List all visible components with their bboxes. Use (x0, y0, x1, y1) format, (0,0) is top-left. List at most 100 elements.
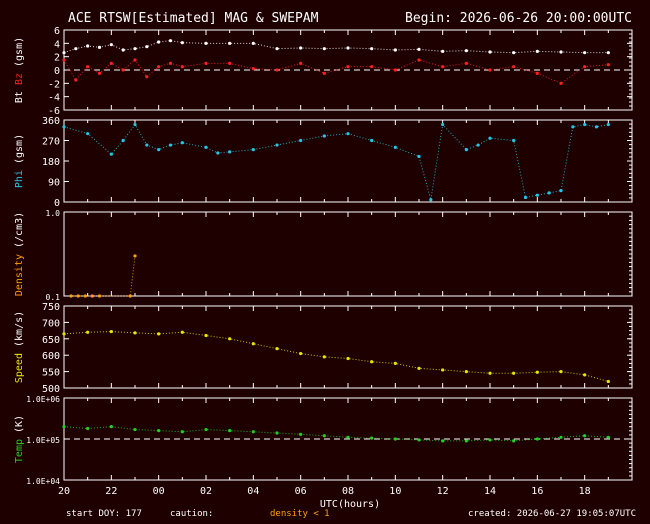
series-trace (63, 40, 609, 54)
data-point (488, 68, 492, 72)
y-axis-label: Phi (gsm) (14, 134, 25, 188)
begin-time: Begin: 2026-06-26 20:00:00UTC (405, 11, 632, 26)
y-axis-label: Density (/cm3) (14, 212, 25, 296)
data-point (299, 351, 303, 356)
data-point (133, 427, 137, 432)
data-point (464, 439, 468, 443)
data-point (180, 41, 184, 45)
panel-frame (63, 211, 633, 297)
y-axis-label-part: (gsm) (14, 37, 25, 73)
data-point (476, 143, 480, 147)
data-point (251, 148, 255, 152)
data-point (109, 61, 113, 65)
x-axis-label: UTC(hours) (320, 499, 380, 510)
series-trace (63, 59, 609, 84)
data-point (393, 48, 397, 52)
data-point (535, 370, 539, 374)
series-temp (62, 425, 610, 443)
x-tick-label: 04 (247, 486, 259, 497)
y-axis-label-part: (km/s) (14, 311, 25, 353)
data-point (168, 39, 173, 43)
data-point (488, 50, 492, 54)
start-doy: start DOY: 177 (66, 509, 142, 519)
y-tick-label: 650 (42, 335, 60, 346)
data-point (417, 438, 421, 442)
y-axis-label-part: (gsm) (14, 134, 25, 170)
y-tick-label: -6 (48, 106, 60, 117)
data-point (606, 63, 610, 67)
x-tick-label: 18 (579, 486, 591, 497)
data-point (86, 426, 90, 431)
y-axis-label-part: Density (14, 254, 25, 296)
data-point (346, 132, 350, 136)
y-tick-label: 270 (42, 137, 60, 148)
data-point (145, 75, 149, 79)
data-point (488, 136, 492, 140)
y-tick-label: 1.0E+05 (26, 436, 60, 445)
data-point (157, 332, 161, 336)
data-point (606, 435, 610, 439)
y-tick-label: 500 (42, 384, 60, 395)
caution-label: caution: (170, 509, 213, 519)
data-point (583, 373, 587, 377)
y-axis-label-part: Bz (14, 73, 25, 91)
data-point (535, 193, 539, 197)
data-point (346, 356, 350, 361)
data-point (606, 379, 610, 384)
data-point (535, 71, 539, 75)
data-point (464, 61, 468, 65)
x-tick-label: 10 (389, 486, 401, 497)
y-tick-label: 0 (54, 66, 60, 77)
caution-note: density < 1 (270, 509, 330, 519)
series-phi (62, 122, 610, 202)
panel-phi: 360 270 180 90 0 Phi (gsm) (14, 116, 633, 209)
data-point (464, 49, 468, 53)
x-tick-label: 02 (200, 486, 212, 497)
x-tick-label: 14 (484, 486, 496, 497)
data-point (346, 435, 350, 439)
data-point (180, 141, 184, 145)
data-point (571, 125, 575, 129)
series-trace (63, 331, 609, 382)
y-tick-label: 180 (42, 157, 60, 168)
y-axis-label-part: Bt (14, 91, 25, 103)
y-tick-label: 700 (42, 318, 60, 329)
y-axis-label-part: Temp (14, 439, 25, 463)
data-point (86, 330, 90, 334)
y-tick-label: 550 (42, 368, 60, 379)
y-axis-label: Bt Bz (gsm) (14, 37, 25, 103)
data-point (393, 361, 397, 365)
data-point (109, 425, 113, 429)
y-tick-label: 600 (42, 351, 60, 362)
chart-title: ACE RTSW[Estimated] MAG & SWEPAM (68, 11, 319, 26)
data-point (370, 65, 374, 69)
data-point (204, 427, 208, 432)
data-point (322, 434, 326, 438)
y-axis-label-part: Speed (14, 353, 25, 383)
data-point (204, 333, 208, 338)
data-point (228, 41, 232, 45)
data-point (559, 370, 563, 374)
panel-density: 1.0 0.1 Density (/cm3) (14, 209, 633, 302)
data-point (133, 47, 137, 51)
y-tick-label: 4 (54, 39, 60, 50)
data-point (299, 46, 303, 50)
data-point (559, 435, 563, 439)
data-point (76, 294, 80, 298)
data-point (559, 189, 563, 193)
data-point (417, 47, 421, 51)
y-tick-label: 6 (54, 26, 60, 37)
series-bz (62, 58, 610, 85)
data-point (133, 331, 137, 335)
x-tick-label: 12 (437, 486, 449, 497)
data-point (393, 145, 397, 149)
data-point (429, 198, 433, 202)
data-point (583, 122, 587, 127)
data-point (275, 47, 279, 51)
data-point (145, 45, 149, 49)
y-tick-label: -2 (48, 79, 60, 90)
y-axis-label: Temp (K) (14, 415, 25, 463)
data-point (275, 347, 279, 351)
